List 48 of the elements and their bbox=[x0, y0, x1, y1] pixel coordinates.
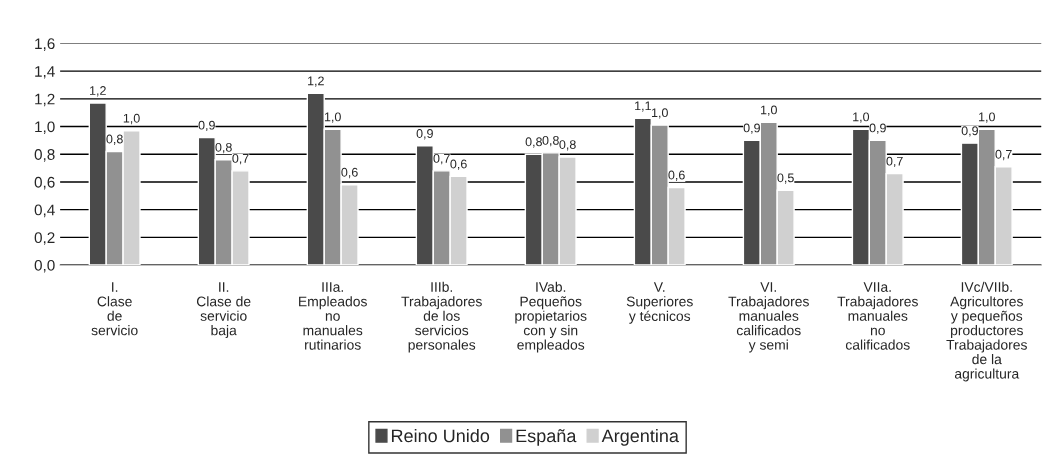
legend-label: Argentina bbox=[601, 428, 679, 446]
data-label: 1,0 bbox=[853, 112, 870, 123]
x-tick-label: IVc/VIIb. Agricultores y pequeños productores Trabajadores de la agricultura bbox=[946, 281, 1027, 382]
y-tick-label: 1,2 bbox=[35, 93, 55, 107]
data-label: 0,9 bbox=[869, 123, 886, 134]
data-label: 0,7 bbox=[886, 156, 903, 168]
data-label: 0,8 bbox=[215, 142, 232, 154]
data-label: 1,0 bbox=[123, 113, 140, 125]
x-tick-label: I. Clase de servicio bbox=[91, 282, 138, 336]
data-label: 0,6 bbox=[341, 167, 358, 179]
data-label: 1,0 bbox=[979, 112, 995, 123]
x-tick-label: IVab. Pequeños propietarios con y sin empleados bbox=[515, 281, 587, 353]
x-tick-label: VI. Trabajadores manuales calificados y semi bbox=[728, 282, 809, 353]
data-label: 1,0 bbox=[324, 112, 341, 123]
data-label: 0,8 bbox=[559, 140, 576, 151]
y-tick-label: 1,6 bbox=[35, 38, 55, 51]
data-label: 0,8 bbox=[106, 134, 123, 145]
data-label: 1,0 bbox=[761, 105, 777, 116]
y-tick-label: 0,0 bbox=[34, 259, 55, 273]
x-tick-label: IIIa. Empleados no manuales rutinarios bbox=[299, 282, 367, 350]
data-label: 0,8 bbox=[525, 137, 542, 148]
x-tick-label: VIIa. Trabajadores manuales no calificados bbox=[837, 282, 918, 350]
y-tick-label: 1,0 bbox=[35, 121, 55, 135]
y-tick-label: 0,8 bbox=[34, 149, 55, 162]
data-label: 1,2 bbox=[90, 86, 106, 97]
data-label: 1,0 bbox=[651, 108, 668, 119]
data-label: 0,9 bbox=[961, 126, 978, 137]
data-label: 0,6 bbox=[450, 159, 467, 170]
data-label: 0,9 bbox=[743, 123, 760, 134]
data-label: 0,5 bbox=[777, 173, 794, 184]
y-tick-label: 0,2 bbox=[34, 232, 55, 245]
data-label: 0,8 bbox=[542, 135, 559, 147]
legend-label: España bbox=[516, 429, 577, 446]
y-tick-label: 1,4 bbox=[35, 66, 55, 79]
data-label: 0,9 bbox=[416, 129, 433, 140]
x-tick-label: V. Superiores y técnicos bbox=[626, 282, 693, 324]
data-label: 0,6 bbox=[668, 170, 685, 181]
y-tick-label: 0,4 bbox=[34, 204, 55, 218]
legend-label: Reino Unido bbox=[391, 428, 490, 443]
data-label: 1,2 bbox=[308, 76, 324, 87]
data-label: 0,9 bbox=[198, 120, 215, 132]
data-label: 1,1 bbox=[635, 101, 651, 112]
x-tick-label: IIIb. Trabajadores de los servicios personales bbox=[401, 281, 482, 353]
data-label: 0,7 bbox=[232, 153, 249, 165]
data-label: 0,7 bbox=[995, 149, 1012, 161]
y-tick-label: 0,6 bbox=[34, 176, 55, 190]
data-label: 0,7 bbox=[433, 153, 450, 165]
x-tick-label: II. Clase de servicio baja bbox=[196, 282, 251, 339]
